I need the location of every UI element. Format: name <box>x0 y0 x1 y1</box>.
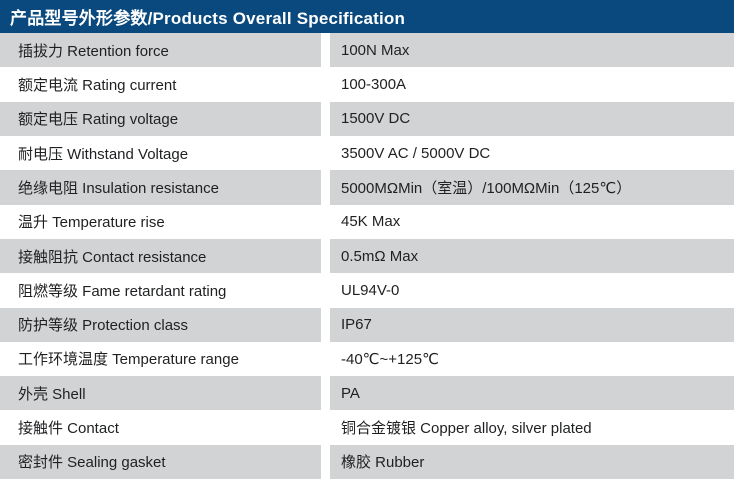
column-divider <box>321 273 330 308</box>
table-row: 接触阻抗 Contact resistance 0.5mΩ Max <box>0 238 734 274</box>
row-parameter-value: 0.5mΩ Max <box>330 238 734 274</box>
table-row: 温升 Temperature rise 45K Max <box>0 204 734 239</box>
row-parameter-label: 插拔力 Retention force <box>0 33 321 68</box>
row-parameter-label: 耐电压 Withstand Voltage <box>0 135 321 171</box>
table-row: 防护等级 Protection class IP67 <box>0 307 734 342</box>
table-row: 额定电流 Rating current 100-300A <box>0 67 734 102</box>
row-parameter-value: IP67 <box>330 307 734 342</box>
row-parameter-label: 接触件 Contact <box>0 410 321 445</box>
row-parameter-value: 1500V DC <box>330 101 734 136</box>
row-parameter-label: 接触阻抗 Contact resistance <box>0 238 321 274</box>
row-parameter-label: 外壳 Shell <box>0 376 321 411</box>
column-divider <box>321 170 330 205</box>
table-row: 密封件 Sealing gasket 橡胶 Rubber <box>0 444 734 479</box>
table-row: 额定电压 Rating voltage 1500V DC <box>0 101 734 136</box>
column-divider <box>321 101 330 136</box>
column-divider <box>321 410 330 445</box>
column-divider <box>321 204 330 239</box>
row-parameter-value: 100N Max <box>330 33 734 68</box>
row-parameter-value: 5000MΩMin（室温）/100MΩMin（125℃） <box>330 170 734 205</box>
row-parameter-value: 45K Max <box>330 204 734 239</box>
row-parameter-label: 阻燃等级 Fame retardant rating <box>0 273 321 308</box>
row-parameter-label: 额定电压 Rating voltage <box>0 101 321 136</box>
row-parameter-value: 3500V AC / 5000V DC <box>330 135 734 171</box>
table-row: 插拔力 Retention force 100N Max <box>0 33 734 68</box>
row-parameter-value: UL94V-0 <box>330 273 734 308</box>
column-divider <box>321 67 330 102</box>
table-row: 接触件 Contact 铜合金镀银 Copper alloy, silver pl… <box>0 410 734 445</box>
column-divider <box>321 444 330 479</box>
table-title: 产品型号外形参数/Products Overall Specification <box>10 9 406 28</box>
column-divider <box>321 238 330 274</box>
column-divider <box>321 33 330 68</box>
row-parameter-label: 工作环境温度 Temperature range <box>0 341 321 377</box>
row-parameter-value: PA <box>330 376 734 411</box>
row-parameter-value: 100-300A <box>330 67 734 102</box>
column-divider <box>321 341 330 377</box>
row-parameter-label: 温升 Temperature rise <box>0 204 321 239</box>
column-divider <box>321 376 330 411</box>
row-parameter-label: 防护等级 Protection class <box>0 307 321 342</box>
table-row: 耐电压 Withstand Voltage 3500V AC / 5000V DC <box>0 135 734 171</box>
column-divider <box>321 135 330 171</box>
table-title-bar: 产品型号外形参数/Products Overall Specification <box>0 0 734 33</box>
row-parameter-value: 橡胶 Rubber <box>330 444 734 479</box>
row-parameter-label: 额定电流 Rating current <box>0 67 321 102</box>
table-row: 工作环境温度 Temperature range -40℃~+125℃ <box>0 341 734 377</box>
row-parameter-label: 绝缘电阻 Insulation resistance <box>0 170 321 205</box>
table-row: 绝缘电阻 Insulation resistance 5000MΩMin（室温）/… <box>0 170 734 205</box>
row-parameter-value: -40℃~+125℃ <box>330 341 734 377</box>
table-row: 阻燃等级 Fame retardant rating UL94V-0 <box>0 273 734 308</box>
table-body: 插拔力 Retention force 100N Max 额定电流 Rating c… <box>0 33 734 479</box>
row-parameter-label: 密封件 Sealing gasket <box>0 444 321 479</box>
table-row: 外壳 Shell PA <box>0 376 734 411</box>
row-parameter-value: 铜合金镀银 Copper alloy, silver plated <box>330 410 734 445</box>
column-divider <box>321 307 330 342</box>
